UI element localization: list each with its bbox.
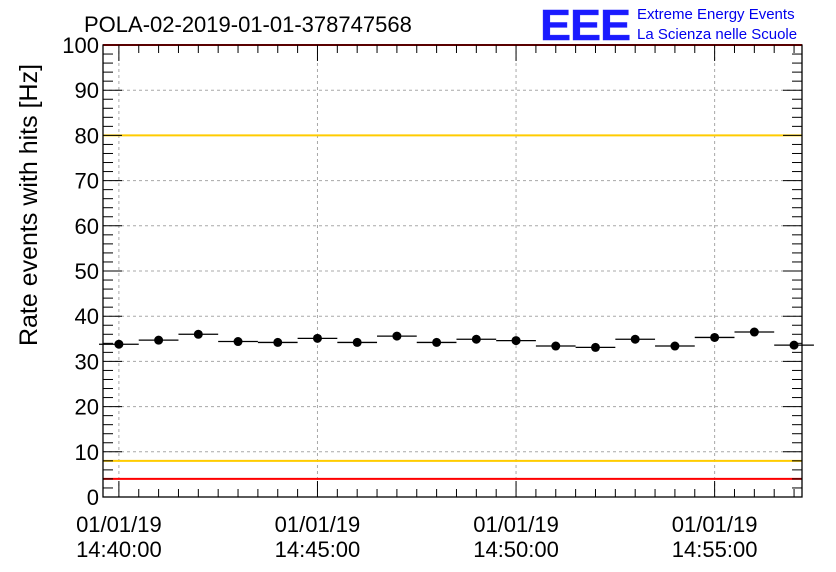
x-tick-time: 14:45:00: [275, 537, 361, 562]
eee-logo-line2: La Scienza nelle Scuole: [637, 26, 797, 43]
y-tick-label: 60: [75, 214, 99, 239]
x-tick-date: 01/01/19: [473, 512, 559, 537]
y-axis-label: Rate events with hits [Hz]: [15, 64, 43, 346]
data-point: [392, 331, 402, 341]
y-tick-label: 100: [62, 33, 99, 58]
x-tick-time: 14:50:00: [473, 537, 559, 562]
x-tick-time: 14:55:00: [672, 537, 758, 562]
y-tick-label: 70: [75, 169, 99, 194]
y-tick-label: 20: [75, 395, 99, 420]
axis-ticks: [103, 44, 802, 498]
data-point: [710, 332, 720, 342]
data-point: [312, 333, 322, 343]
eee-logo: EEE Extreme Energy Events La Scienza nel…: [540, 1, 797, 51]
y-tick-labels: 0 10 20 30 40 50 60 70 80 90 100: [62, 33, 99, 510]
data-series: [99, 327, 814, 352]
data-point: [590, 342, 600, 352]
data-point: [273, 337, 283, 347]
y-tick-label: 30: [75, 349, 99, 374]
data-point: [670, 341, 680, 351]
data-point: [471, 334, 481, 344]
data-point: [193, 329, 203, 339]
y-tick-label: 50: [75, 259, 99, 284]
data-point: [154, 335, 164, 345]
y-tick-label: 10: [75, 440, 99, 465]
y-tick-label: 0: [87, 485, 99, 510]
data-point: [511, 336, 521, 346]
x-tick-labels: 01/01/1914:40:0001/01/1914:45:0001/01/19…: [76, 512, 757, 562]
data-point: [630, 334, 640, 344]
data-point: [789, 340, 799, 350]
x-tick-time: 14:40:00: [76, 537, 162, 562]
x-tick-date: 01/01/19: [275, 512, 361, 537]
data-point: [233, 337, 243, 347]
data-point: [114, 339, 124, 349]
y-tick-label: 80: [75, 123, 99, 148]
data-point: [432, 337, 442, 347]
x-tick-date: 01/01/19: [76, 512, 162, 537]
data-point: [749, 327, 759, 337]
data-point: [352, 337, 362, 347]
eee-logo-line1: Extreme Energy Events: [637, 6, 795, 23]
y-tick-label: 40: [75, 304, 99, 329]
chart-title: POLA-02-2019-01-01-378747568: [84, 12, 412, 37]
eee-logo-mark: EEE: [540, 1, 630, 50]
data-point: [551, 341, 561, 351]
x-tick-date: 01/01/19: [672, 512, 758, 537]
grid: [103, 45, 802, 497]
reference-lines: [103, 44, 802, 480]
y-tick-label: 90: [75, 78, 99, 103]
